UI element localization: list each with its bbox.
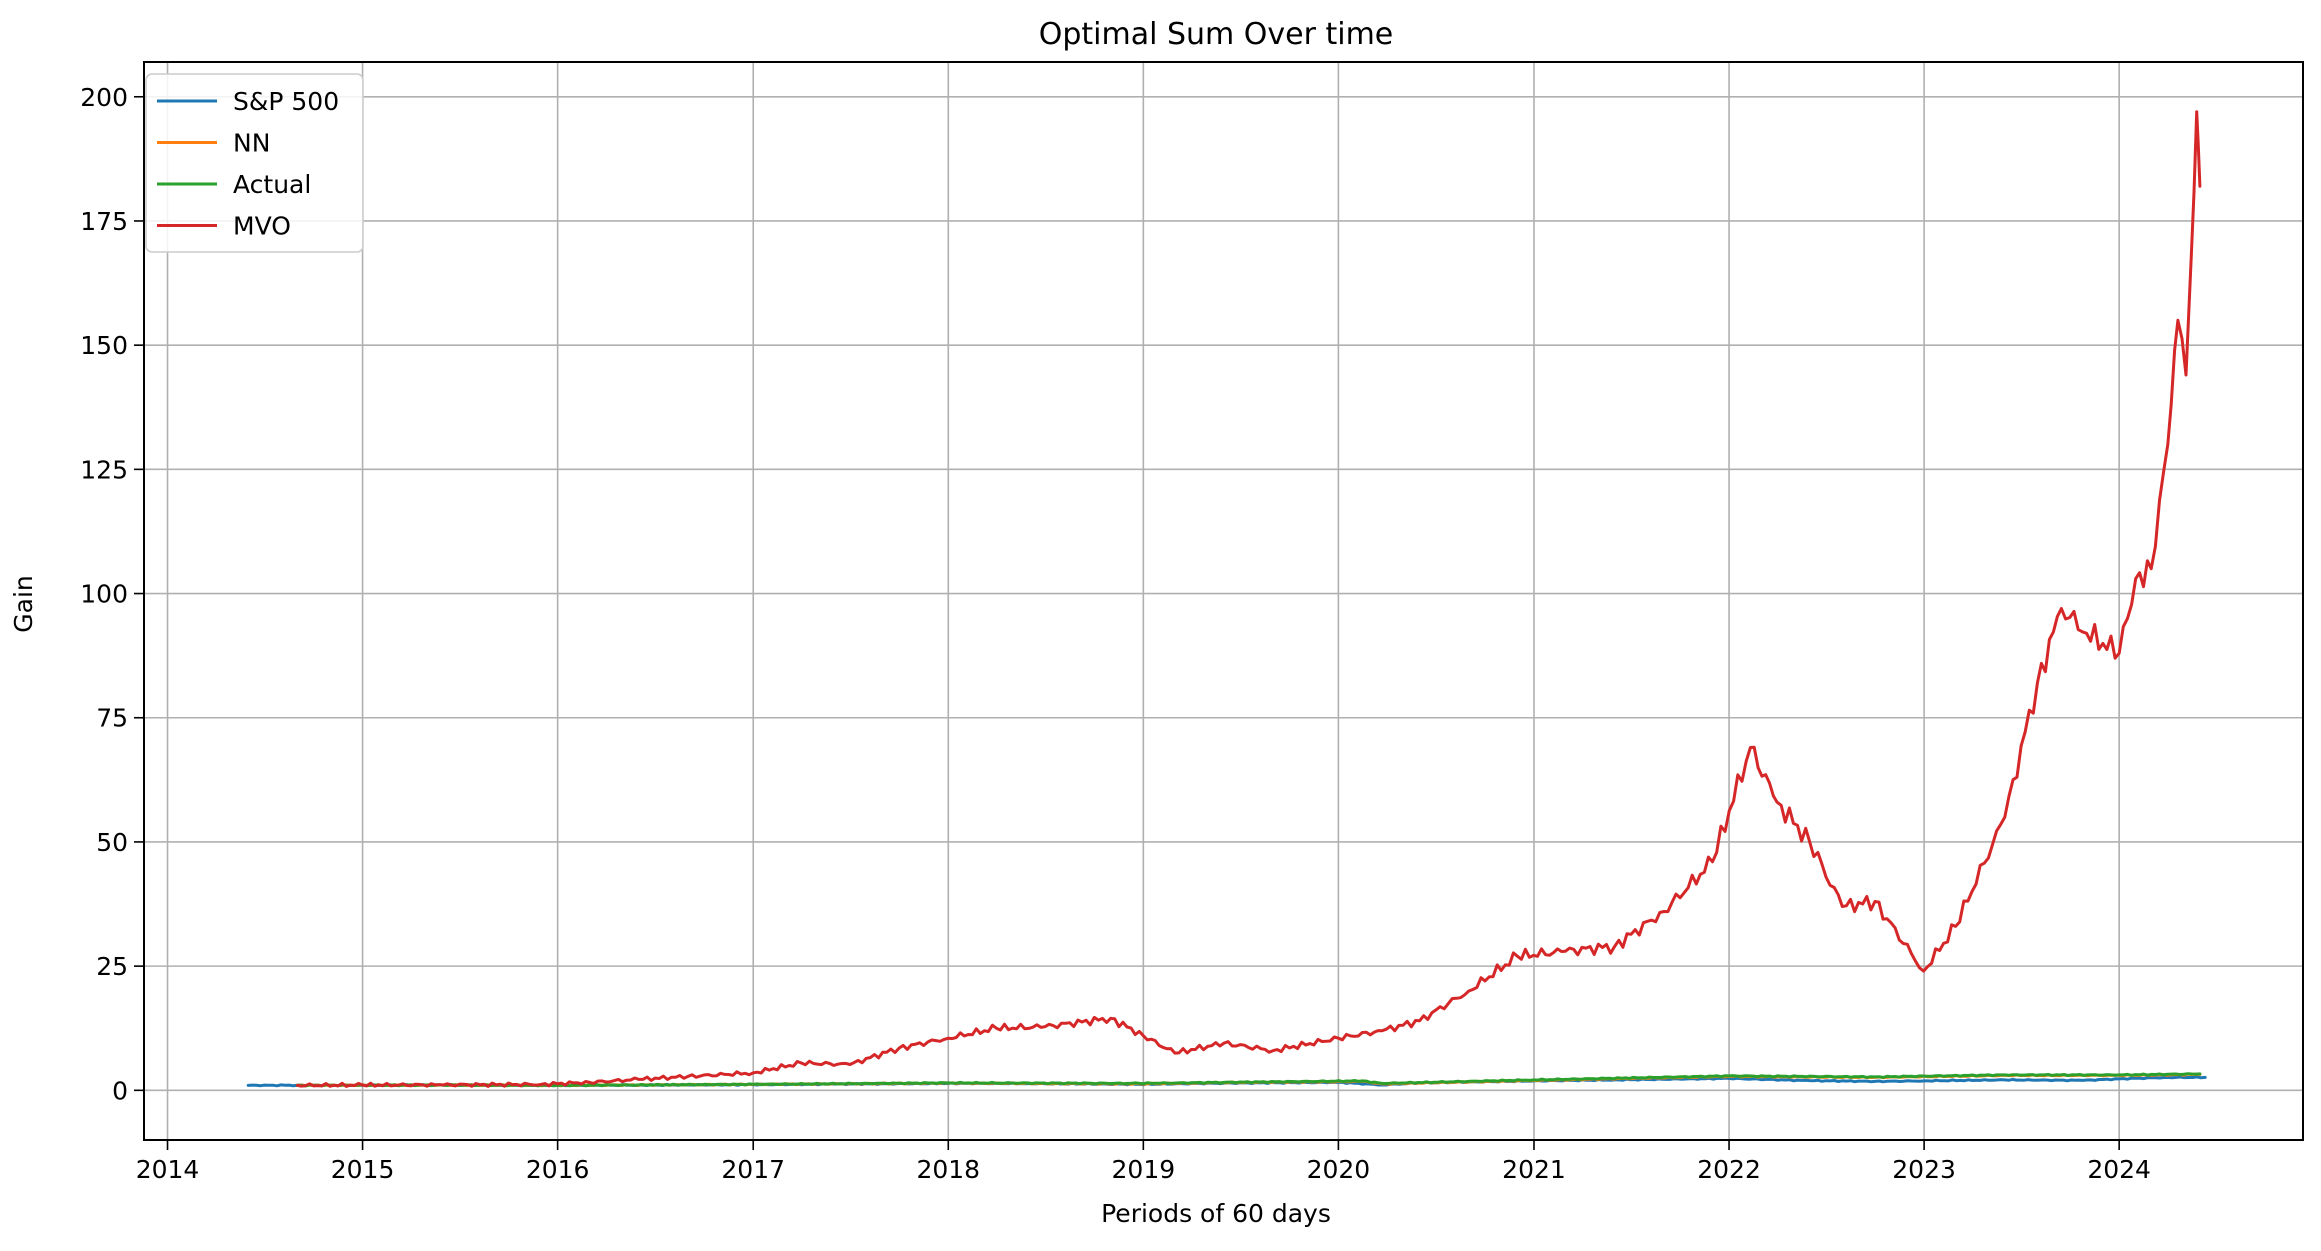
x-tick-label: 2020 <box>1307 1155 1371 1184</box>
y-tick-label: 75 <box>96 704 128 733</box>
y-tick-label: 200 <box>80 83 128 112</box>
y-axis-label: Gain <box>9 575 38 632</box>
grid-layer <box>144 62 2303 1140</box>
series-layer <box>246 110 2207 1088</box>
x-tick-label: 2018 <box>916 1155 980 1184</box>
y-tick-label: 125 <box>80 455 128 484</box>
x-tick-label: 2015 <box>331 1155 395 1184</box>
series-line-actual <box>295 1072 2202 1088</box>
x-axis-label: Periods of 60 days <box>1101 1199 1331 1228</box>
x-tick-label: 2014 <box>136 1155 200 1184</box>
legend-label-nn: NN <box>233 129 270 158</box>
x-tick-label: 2024 <box>2087 1155 2151 1184</box>
legend-label-mvo: MVO <box>233 212 291 241</box>
x-tick-label: 2022 <box>1697 1155 1761 1184</box>
y-tick-label: 0 <box>112 1076 128 1105</box>
legend-label-s-p-500: S&P 500 <box>233 87 339 116</box>
y-tick-label: 50 <box>96 828 128 857</box>
y-tick-label: 150 <box>80 331 128 360</box>
y-tick-label: 100 <box>80 580 128 609</box>
x-tick-label: 2023 <box>1892 1155 1956 1184</box>
x-tick-label: 2021 <box>1502 1155 1566 1184</box>
ticks-layer: 2014 2015 2016 2017 2018 2019 2020 2021 2022 2023… <box>80 83 2151 1184</box>
y-tick-label: 25 <box>96 952 128 981</box>
x-tick-label: 2019 <box>1112 1155 1176 1184</box>
legend-box <box>145 73 364 253</box>
plot-frame <box>143 61 2304 1141</box>
y-tick-label: 175 <box>80 207 128 236</box>
x-tick-label: 2017 <box>721 1155 785 1184</box>
x-tick-label: 2016 <box>526 1155 590 1184</box>
series-line-mvo <box>295 110 2202 1088</box>
legend: S&P 500 NN Actual MVO <box>145 73 364 253</box>
legend-label-actual: Actual <box>233 170 311 199</box>
chart-title: Optimal Sum Over time <box>1039 17 1394 52</box>
